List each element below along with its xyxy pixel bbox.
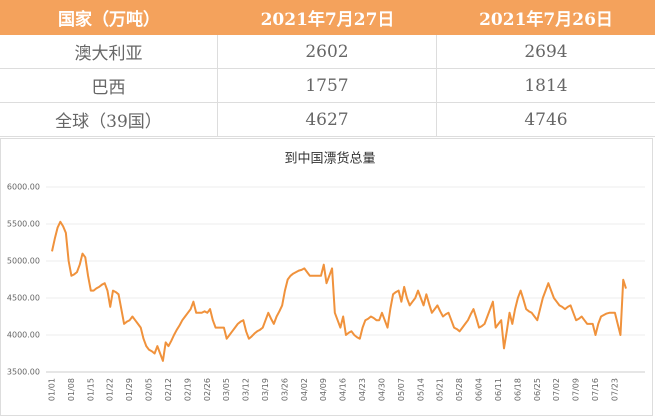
y-tick-label: 6000.00 xyxy=(7,183,40,192)
x-tick-label: 02/26 xyxy=(203,378,212,401)
x-tick-label: 03/12 xyxy=(242,378,251,401)
table-cell: 2694 xyxy=(524,41,568,62)
x-tick-label: 06/25 xyxy=(533,378,542,401)
x-tick-label: 05/21 xyxy=(436,378,445,401)
table-cell: 2021年7月27日 xyxy=(260,10,395,30)
table-row: 全球（39国） 4627 4746 xyxy=(0,103,655,137)
x-tick-label: 04/09 xyxy=(319,378,328,401)
y-tick-label: 4500.00 xyxy=(7,294,40,303)
chart: 到中国漂货总量 3500.00 4000.00 4500.00 5000.00 5500… xyxy=(0,138,653,416)
x-tick-label: 07/02 xyxy=(552,378,561,401)
table-cell: 国家（万吨） xyxy=(58,10,160,30)
x-tick-label: 07/23 xyxy=(610,378,619,401)
x-tick-label: 05/14 xyxy=(416,378,425,401)
y-tick-label: 5000.00 xyxy=(7,257,40,266)
x-tick-label: 01/15 xyxy=(86,378,95,401)
x-tick-label: 06/04 xyxy=(475,378,484,401)
table-cell: 4627 xyxy=(218,103,437,136)
x-tick-label: 06/11 xyxy=(494,378,503,401)
table-cell: 2602 xyxy=(218,35,437,68)
x-tick-label: 07/09 xyxy=(572,378,581,401)
x-tick-label: 04/30 xyxy=(377,378,386,401)
x-tick-label: 04/23 xyxy=(358,378,367,401)
table-cell: 1814 xyxy=(524,75,568,96)
x-tick-label: 01/29 xyxy=(125,378,134,401)
x-tick-label: 03/19 xyxy=(261,378,270,401)
table-cell: 2021年7月26日 xyxy=(479,10,613,30)
x-tick-label: 02/19 xyxy=(183,378,192,401)
header-row: 国家（万吨） 2021年7月27日 2021年7月26日 xyxy=(0,0,655,35)
y-tick-label: 5500.00 xyxy=(7,220,40,229)
y-tick-label: 3500.00 xyxy=(7,368,40,377)
x-tick-label: 01/08 xyxy=(67,378,76,401)
table-cell: 全球（39国） xyxy=(0,103,218,136)
x-tick-label: 05/28 xyxy=(455,378,464,401)
x-tick-label: 01/01 xyxy=(48,378,57,401)
x-tick-label: 04/16 xyxy=(339,378,348,401)
y-tick-label: 4000.00 xyxy=(7,331,40,340)
table-cell: 澳大利亚 xyxy=(0,35,218,68)
x-tick-label: 03/26 xyxy=(280,378,289,401)
data-table: 国家（万吨） 2021年7月27日 2021年7月26日澳大利亚 2602 2694 巴西… xyxy=(0,0,655,137)
data-line xyxy=(51,220,627,362)
table-cell: 巴西 xyxy=(0,69,218,102)
x-tick-label: 03/05 xyxy=(222,378,231,401)
x-tick-label: 01/22 xyxy=(106,378,115,401)
chart-title: 到中国漂货总量 xyxy=(284,151,375,167)
table-cell: 1757 xyxy=(218,69,437,102)
x-tick-label: 05/07 xyxy=(397,378,406,401)
x-tick-label: 02/05 xyxy=(145,378,154,401)
table-row: 澳大利亚 2602 2694 xyxy=(0,35,655,69)
x-tick-label: 06/18 xyxy=(513,378,522,401)
x-tick-label: 02/12 xyxy=(164,378,173,401)
table-row: 巴西 1757 1814 xyxy=(0,69,655,103)
table-cell: 4746 xyxy=(524,109,568,130)
x-tick-label: 07/16 xyxy=(591,378,600,401)
x-tick-label: 04/02 xyxy=(300,378,309,401)
